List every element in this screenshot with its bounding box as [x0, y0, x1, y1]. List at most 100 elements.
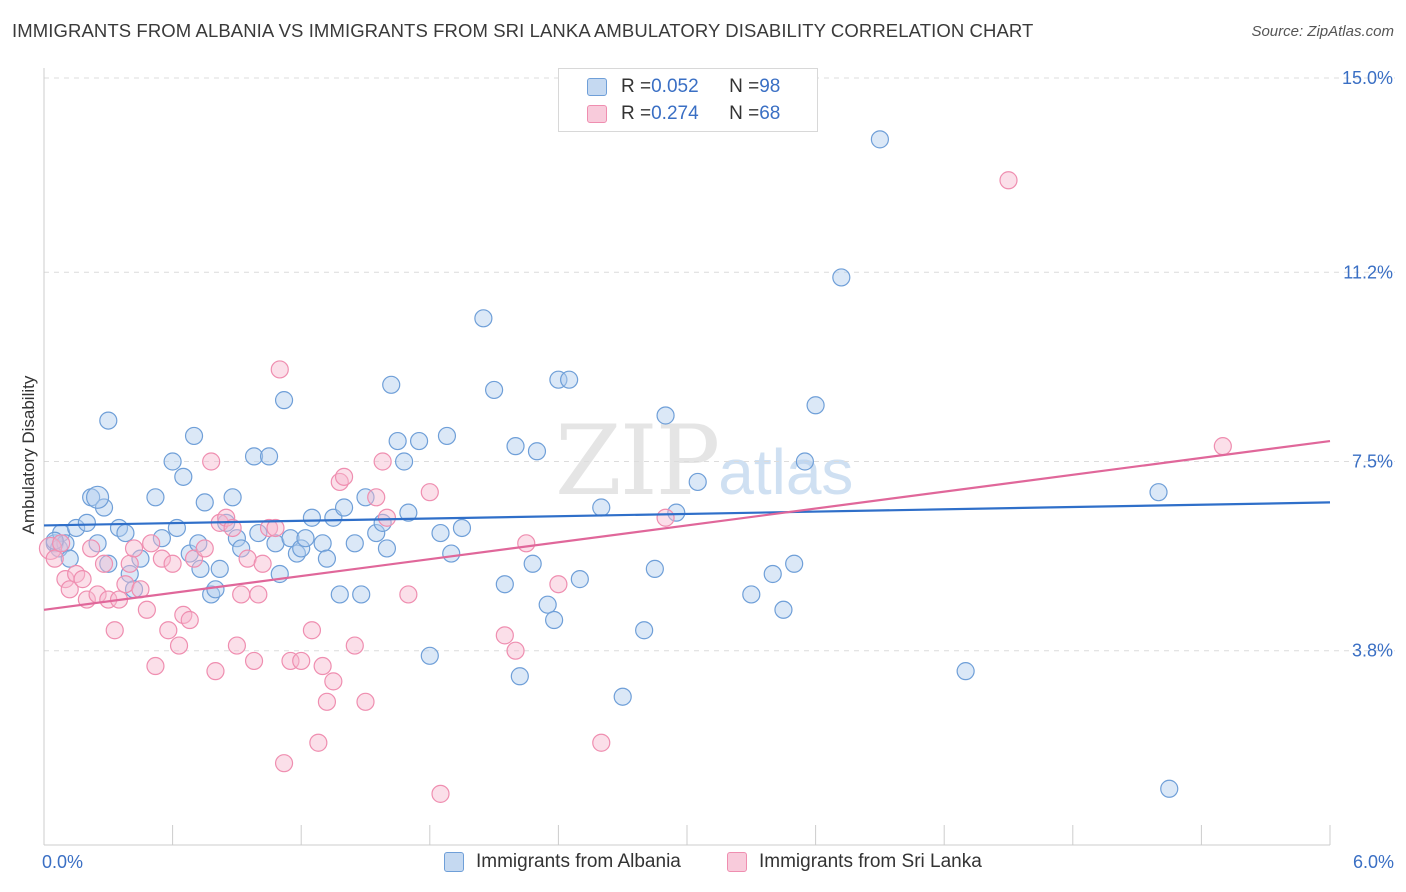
albania-point [442, 544, 461, 563]
srilanka-point [120, 554, 139, 573]
albania-point [437, 426, 457, 446]
srilanka-point [270, 360, 289, 379]
y-tick-label: 11.2% [1343, 262, 1393, 282]
albania-point [302, 508, 322, 527]
srilanka-point [253, 554, 272, 573]
srilanka-point [94, 554, 114, 573]
albania-point [510, 667, 529, 686]
albania-point [334, 498, 354, 517]
y-axis-label: Ambulatory Disability [19, 375, 38, 535]
watermark: ZIPatlas [555, 405, 853, 517]
chart-source: Source: ZipAtlas.com [1251, 23, 1394, 40]
legend-n-value: 98 [759, 76, 781, 97]
albania-point [206, 580, 225, 599]
albania-point [345, 534, 364, 553]
srilanka-point [137, 600, 156, 619]
srilanka-point [309, 733, 328, 752]
albania-point [116, 523, 135, 543]
albania-point [399, 503, 418, 522]
albania-point [545, 610, 564, 630]
albania-point [742, 585, 761, 604]
albania-point [388, 431, 407, 451]
albania-point [635, 621, 654, 640]
srilanka-point [206, 662, 225, 681]
srilanka-point [105, 621, 124, 640]
albania-point [549, 370, 568, 389]
srilanka-point [249, 585, 268, 604]
albania-point [645, 559, 664, 578]
albania-point [523, 554, 542, 573]
albania-point [570, 570, 589, 589]
axes [43, 68, 1331, 846]
albania-point [99, 554, 118, 573]
albania-point [210, 559, 229, 578]
albania-point [420, 646, 439, 665]
srilanka-point [377, 508, 397, 527]
srilanka-point [431, 784, 450, 803]
legend-r-label: R = [621, 76, 652, 97]
srilanka-point [317, 692, 337, 711]
albania-point [99, 411, 118, 430]
srilanka-point [232, 585, 251, 604]
albania-point [431, 523, 450, 543]
albania-point [832, 268, 851, 287]
albania-point [77, 513, 96, 532]
srilanka-point [45, 549, 64, 568]
albania-point [656, 406, 675, 425]
srilanka-point [169, 636, 189, 655]
trend-lines [43, 439, 1331, 611]
series-legend-albania: Immigrants from Albania [444, 851, 681, 873]
srilanka-point [60, 580, 79, 599]
albania-point [313, 534, 332, 553]
srilanka-point [124, 539, 144, 558]
albania-point [356, 488, 375, 507]
albania-point [774, 600, 793, 619]
albania-point [174, 467, 193, 486]
srilanka-point [345, 636, 364, 655]
srilanka-point [82, 539, 101, 558]
albania-point [195, 493, 214, 512]
srilanka-point [146, 656, 165, 676]
srilanka-point [495, 626, 514, 645]
albania-point [409, 431, 429, 451]
series-legend-srilanka: Immigrants from Sri Lanka [727, 851, 982, 873]
srilanka-point [549, 575, 568, 594]
albania-point [795, 452, 814, 471]
albania-point [538, 595, 557, 614]
srilanka-point [266, 518, 285, 538]
series-swatch-srilanka [727, 852, 747, 872]
albania-point [495, 575, 514, 594]
albania-point [60, 549, 79, 568]
srilanka-point [142, 534, 161, 553]
srilanka-point [244, 651, 264, 671]
srilanka-point [274, 754, 294, 773]
legend-n-label: N = [729, 76, 760, 97]
albania-point [184, 426, 204, 446]
srilanka-point [163, 554, 182, 573]
albania-point [367, 523, 386, 543]
albania-point [259, 447, 279, 466]
srilanka-point [506, 641, 525, 660]
y-tick-label: 3.8% [1352, 641, 1393, 661]
albania-point [763, 564, 782, 584]
albania-point [249, 523, 268, 543]
legend-swatch-albania [587, 78, 607, 96]
albania-point [613, 687, 632, 706]
albania-point [131, 549, 150, 568]
x-tick-max: 6.0% [1352, 852, 1394, 872]
albania-point [232, 539, 251, 558]
srilanka-point [399, 585, 418, 604]
srilanka-point [367, 488, 386, 507]
legend-swatch-srilanka [587, 105, 607, 123]
albania-point [330, 585, 349, 604]
albania-point [560, 370, 579, 389]
srilanka-point [38, 536, 63, 561]
legend-n-label: N = [729, 103, 760, 124]
srilanka-point [73, 570, 92, 589]
srilanka-point [356, 692, 375, 711]
legend-row-albania: R = 0.052 N = 98 [559, 74, 780, 100]
srilanka-point [180, 610, 199, 630]
albania-point [956, 662, 975, 681]
albania-point [485, 380, 504, 400]
albania-point [317, 549, 337, 568]
